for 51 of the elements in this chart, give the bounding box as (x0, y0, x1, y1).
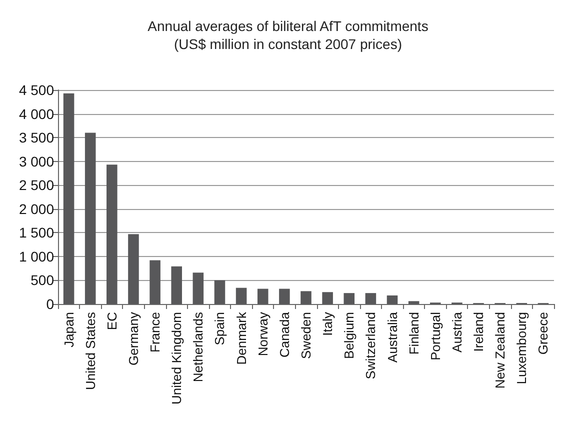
y-tick-label: 4 000 (18, 106, 54, 122)
x-tick-label: France (148, 312, 163, 352)
bar (192, 272, 204, 304)
x-tick-label: Sweden (298, 312, 314, 359)
x-tick-label: Australia (384, 311, 400, 363)
x-tick-label: Italy (320, 312, 336, 336)
bar (408, 301, 420, 304)
x-tick-label: Netherlands (190, 312, 206, 382)
bar (128, 234, 139, 304)
y-tick-label: 2 000 (18, 200, 54, 217)
x-tick-label: Norway (255, 312, 270, 356)
x-tick-label: EC (104, 312, 120, 330)
x-tick-label: Denmark (234, 312, 249, 365)
y-tick-label: 3 500 (18, 130, 54, 146)
y-tick-label: 1 500 (18, 224, 54, 241)
bar (257, 288, 268, 304)
bar (106, 164, 118, 304)
bar (386, 295, 398, 304)
y-tick-label: 0 (46, 296, 54, 312)
bar (214, 280, 226, 304)
y-tick-label: 500 (30, 272, 54, 288)
bar (63, 93, 74, 304)
bar (150, 260, 160, 304)
x-tick-label: United States (82, 312, 98, 390)
bar (300, 291, 312, 304)
x-tick-label: Canada (276, 311, 292, 358)
bar (279, 288, 290, 304)
chart-title: Annual averages of biliteral AfT commitments (US$ million in constant 2007 prices) (148, 18, 428, 52)
x-tick-label: United Kingdom (169, 312, 184, 404)
x-tick-label: Belgium (342, 312, 357, 359)
y-tick-label: 4 500 (18, 82, 54, 98)
x-tick-label: Greece (536, 312, 551, 355)
x-tick-label: Germany (126, 312, 141, 366)
bar (322, 292, 333, 304)
x-tick-label: Japan (61, 312, 76, 348)
x-tick-label: Austria (449, 311, 464, 352)
x-tick-label: Luxembourg (514, 312, 530, 384)
bar (236, 288, 247, 304)
x-tick-label: Portugal (428, 312, 443, 360)
x-tick-label: Ireland (471, 312, 486, 352)
x-tick-label: Finland (406, 312, 422, 355)
bar (344, 293, 355, 304)
x-tick-label: Switzerland (363, 312, 378, 380)
bar (84, 132, 96, 304)
y-tick-label: 3 000 (18, 153, 54, 170)
y-tick-label: 2 500 (18, 177, 54, 194)
x-tick-label: Spain (212, 312, 228, 346)
bar (365, 293, 376, 304)
bar (171, 266, 182, 304)
x-tick-label: New Zealand (492, 312, 508, 389)
y-tick-label: 1 000 (18, 248, 54, 264)
